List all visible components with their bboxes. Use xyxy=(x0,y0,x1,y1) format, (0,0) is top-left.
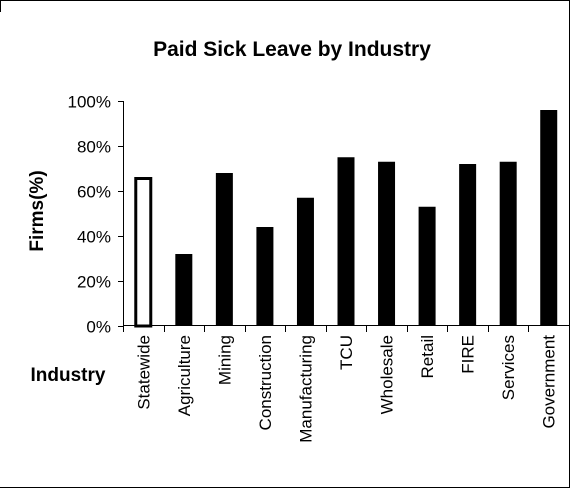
x-tick-label: Services xyxy=(499,335,518,400)
bar xyxy=(499,161,517,326)
bars xyxy=(134,110,558,328)
x-tick-label: Government xyxy=(540,335,559,429)
x-tick-label: Construction xyxy=(256,335,275,430)
x-axis-ticks: Statewide Agriculture Mining Construction Ma… xyxy=(123,326,570,443)
bar xyxy=(337,157,355,326)
x-tick-label: Manufacturing xyxy=(296,335,315,443)
bar xyxy=(378,161,396,326)
bar xyxy=(175,254,193,326)
y-tick-label: 100% xyxy=(68,93,111,112)
y-axis-label: Firms(%) xyxy=(27,170,48,251)
x-tick-label: Retail xyxy=(418,335,437,378)
x-tick-label: TCU xyxy=(337,335,356,370)
y-tick-label: 40% xyxy=(77,228,111,247)
x-tick-label: Wholesale xyxy=(378,335,397,414)
x-tick-label: FIRE xyxy=(459,335,478,374)
y-tick-label: 80% xyxy=(77,138,111,157)
bar xyxy=(459,164,477,326)
x-tick-label: Mining xyxy=(215,335,234,385)
bar-highlight xyxy=(134,177,153,328)
x-tick-label: Agriculture xyxy=(175,335,194,416)
bar xyxy=(256,227,274,326)
y-tick-label: 60% xyxy=(77,183,111,202)
y-axis-ticks: 0% 20% 40% 60% 80% 100% xyxy=(68,93,123,337)
bar xyxy=(418,206,436,326)
bar xyxy=(296,197,314,326)
y-tick-label: 20% xyxy=(77,273,111,292)
y-tick-label: 0% xyxy=(86,318,111,337)
x-axis-label: Industry xyxy=(31,365,106,386)
chart-title: Paid Sick Leave by Industry xyxy=(153,38,431,61)
x-tick-label: Statewide xyxy=(134,335,153,410)
bar xyxy=(540,110,558,326)
bar xyxy=(215,173,233,326)
